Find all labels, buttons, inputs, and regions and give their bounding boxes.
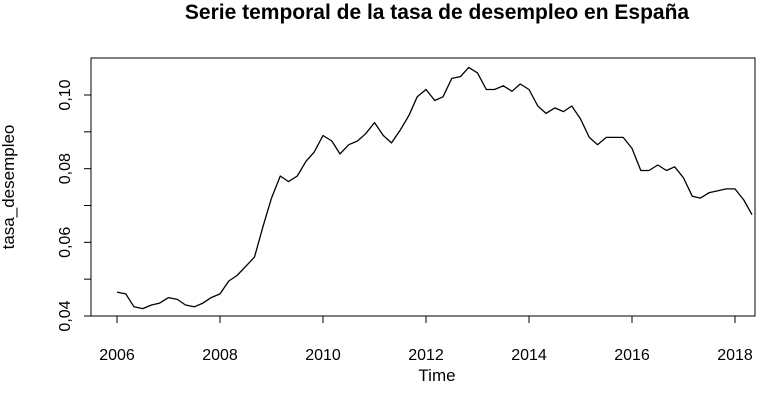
y-tick-label: 0,10 xyxy=(57,79,74,110)
y-tick-label: 0,04 xyxy=(57,300,74,331)
x-tick-label: 2010 xyxy=(305,347,341,364)
x-tick-label: 2008 xyxy=(202,347,238,364)
x-axis: 2006 2008 2010 2012 2014 2016 2018 xyxy=(99,315,753,364)
x-tick-label: 2014 xyxy=(511,347,547,364)
x-tick-label: 2018 xyxy=(717,347,753,364)
y-axis-label: tasa_desempleo xyxy=(0,125,18,250)
plot-frame xyxy=(90,57,756,317)
x-tick-label: 2016 xyxy=(614,347,650,364)
x-tick-label: 2012 xyxy=(408,347,444,364)
x-tick-label: 2006 xyxy=(99,347,135,364)
y-axis: 0,04 0,06 0,08 0,10 xyxy=(57,79,92,332)
chart-title: Serie temporal de la tasa de desempleo e… xyxy=(185,1,690,24)
series-line-tasa-desempleo xyxy=(116,66,753,310)
y-tick-label: 0,08 xyxy=(57,153,74,184)
y-tick-label: 0,06 xyxy=(57,227,74,258)
x-axis-label: Time xyxy=(418,366,455,385)
